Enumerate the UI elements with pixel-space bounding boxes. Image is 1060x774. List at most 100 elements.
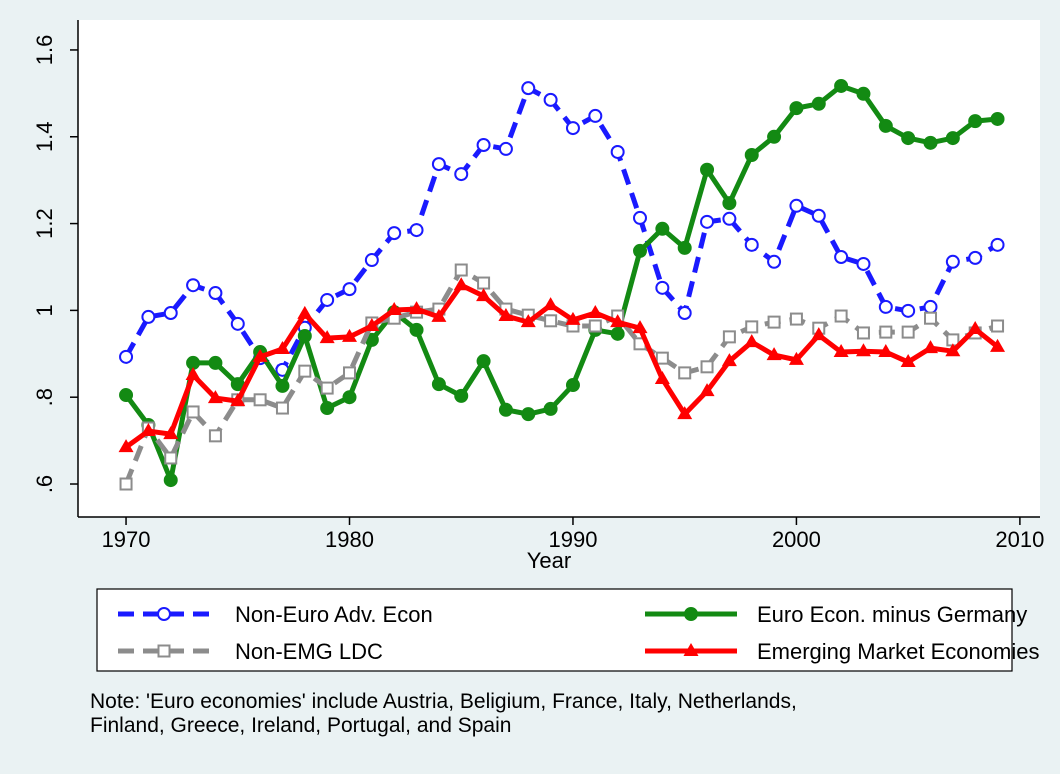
marker [208, 286, 223, 301]
marker [498, 402, 513, 417]
marker [588, 319, 602, 333]
marker [157, 644, 171, 658]
marker [856, 326, 870, 340]
marker [342, 328, 358, 342]
marker [811, 208, 826, 223]
marker [157, 607, 171, 621]
marker [722, 330, 736, 344]
marker [633, 243, 648, 258]
marker [431, 308, 447, 322]
marker [565, 121, 580, 136]
legend [96, 588, 1013, 672]
marker [387, 226, 402, 241]
marker [342, 282, 357, 297]
marker [677, 406, 693, 420]
marker [164, 451, 178, 465]
marker [967, 321, 983, 335]
marker [879, 325, 893, 339]
x-tick-label: 2000 [772, 527, 821, 552]
series-line [123, 267, 999, 485]
y-tick-label: 1 [32, 304, 57, 316]
marker [901, 131, 916, 146]
marker [275, 401, 289, 415]
marker [789, 198, 804, 213]
legend-label: Non-Euro Adv. Econ [235, 602, 433, 627]
marker [476, 354, 491, 369]
marker [684, 607, 698, 621]
marker [208, 429, 222, 443]
marker [320, 292, 335, 307]
marker [565, 378, 580, 393]
marker [610, 326, 625, 341]
marker [476, 138, 491, 153]
marker [186, 278, 201, 293]
marker [923, 135, 938, 150]
marker [119, 349, 134, 364]
marker [610, 314, 626, 328]
marker [700, 214, 715, 229]
marker [521, 81, 536, 96]
marker [654, 370, 670, 384]
marker [119, 477, 133, 491]
marker [990, 237, 1005, 252]
marker [834, 249, 849, 264]
marker [766, 347, 782, 361]
marker [163, 426, 179, 440]
marker [677, 240, 692, 255]
marker [856, 86, 871, 101]
marker [945, 131, 960, 146]
marker [700, 162, 715, 177]
marker [498, 308, 514, 322]
marker [118, 439, 134, 453]
y-tick-label: 1.6 [32, 35, 57, 66]
marker [320, 401, 335, 416]
marker [185, 367, 201, 381]
marker [588, 108, 603, 123]
marker [901, 303, 916, 318]
marker [230, 393, 246, 407]
x-tick-label: 1970 [102, 527, 151, 552]
marker [745, 320, 759, 334]
marker [453, 277, 469, 291]
marker [409, 322, 424, 337]
y-tick-label: 1.4 [32, 121, 57, 152]
legend-label: Emerging Market Economies [757, 639, 1039, 664]
x-tick-label: 2010 [995, 527, 1044, 552]
marker [789, 312, 803, 326]
marker [744, 237, 759, 252]
marker [186, 405, 200, 419]
legend-label: Euro Econ. minus Germany [757, 602, 1027, 627]
marker [878, 118, 893, 133]
marker [521, 407, 536, 422]
marker [677, 305, 692, 320]
marker [275, 378, 290, 393]
series-line [123, 85, 999, 373]
marker [811, 327, 827, 341]
marker [343, 366, 357, 380]
marker [297, 328, 312, 343]
marker [543, 401, 558, 416]
marker [990, 338, 1006, 352]
marker [744, 147, 759, 162]
note: Note: 'Euro economies' include Austria, … [90, 690, 797, 713]
x-axis-title: Year [527, 548, 571, 573]
marker [274, 341, 290, 355]
marker [655, 280, 670, 295]
marker [431, 157, 446, 172]
marker [924, 311, 938, 325]
marker [678, 366, 692, 380]
marker [923, 299, 938, 314]
marker [364, 253, 379, 268]
marker [968, 250, 983, 265]
marker [900, 354, 916, 368]
marker [683, 643, 699, 656]
marker [834, 78, 849, 93]
marker [476, 288, 492, 302]
marker [878, 299, 893, 314]
marker [119, 388, 134, 403]
y-tick-label: 1.2 [32, 208, 57, 239]
marker [878, 344, 894, 358]
marker [587, 304, 603, 318]
marker [721, 353, 737, 367]
